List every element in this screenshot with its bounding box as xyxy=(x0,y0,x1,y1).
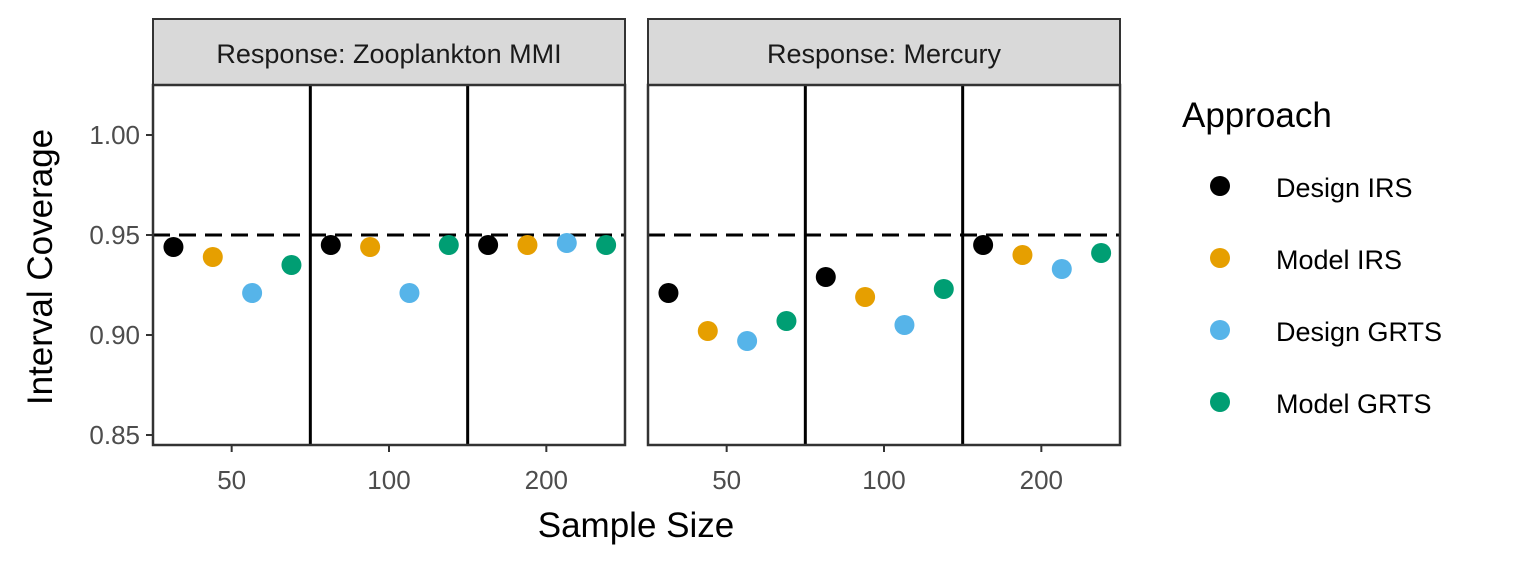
legend-label: Model GRTS xyxy=(1276,389,1432,419)
data-point xyxy=(933,279,954,299)
facet-panel: Response: Mercury 50 100 200 xyxy=(646,18,1122,495)
x-tick-label: 100 xyxy=(862,465,905,495)
data-point xyxy=(596,235,617,255)
panel-background xyxy=(648,85,1120,445)
data-point xyxy=(815,267,836,287)
data-point xyxy=(1091,243,1112,263)
x-tick-label: 200 xyxy=(525,465,568,495)
legend: Approach Design IRS Model IRS Design GRTS M… xyxy=(1182,96,1442,419)
data-point xyxy=(517,235,538,255)
data-point xyxy=(737,331,758,351)
legend-label: Design GRTS xyxy=(1276,317,1442,347)
data-point xyxy=(1051,259,1072,279)
y-tick-label: 1.00 xyxy=(89,120,140,150)
data-point xyxy=(658,283,679,303)
data-point xyxy=(202,247,223,267)
data-point xyxy=(242,283,263,303)
y-tick-label: 0.95 xyxy=(89,220,140,250)
data-point xyxy=(1012,245,1033,265)
x-tick-label: 100 xyxy=(367,465,410,495)
x-tick-label: 50 xyxy=(217,465,246,495)
facet-panel: Response: Zooplankton MMI 50 100 200 xyxy=(151,18,627,495)
x-tick-label: 50 xyxy=(712,465,741,495)
legend-key xyxy=(1210,248,1230,268)
data-point xyxy=(320,235,341,255)
legend-label: Design IRS xyxy=(1276,173,1413,203)
data-point xyxy=(973,235,994,255)
data-point xyxy=(894,315,915,335)
facet-strip xyxy=(152,18,626,86)
legend-key xyxy=(1210,392,1230,412)
data-point xyxy=(438,235,459,255)
y-axis-title: Interval Coverage xyxy=(21,129,60,405)
facet-strip-label: Response: Zooplankton MMI xyxy=(216,39,561,69)
data-point xyxy=(399,283,420,303)
data-point xyxy=(776,311,797,331)
y-tick-label: 0.85 xyxy=(89,420,140,450)
data-point xyxy=(478,235,499,255)
data-point xyxy=(163,237,184,257)
y-tick-label: 0.90 xyxy=(89,320,140,350)
data-point xyxy=(855,287,876,307)
legend-key xyxy=(1210,320,1230,340)
legend-label: Model IRS xyxy=(1276,245,1402,275)
panel-border xyxy=(646,83,1122,447)
x-tick-label: 200 xyxy=(1020,465,1063,495)
data-point xyxy=(697,321,718,341)
legend-title: Approach xyxy=(1182,96,1332,135)
data-point xyxy=(281,255,302,275)
facet-strip-label: Response: Mercury xyxy=(767,39,1002,69)
panel-border xyxy=(151,83,627,447)
legend-key xyxy=(1210,176,1230,196)
data-point xyxy=(360,237,381,257)
facet-strip xyxy=(647,18,1121,86)
panel-background xyxy=(153,85,625,445)
x-axis-title: Sample Size xyxy=(538,506,734,545)
y-axis: 0.85 0.90 0.95 1.00 xyxy=(89,120,153,450)
data-point xyxy=(556,233,577,253)
